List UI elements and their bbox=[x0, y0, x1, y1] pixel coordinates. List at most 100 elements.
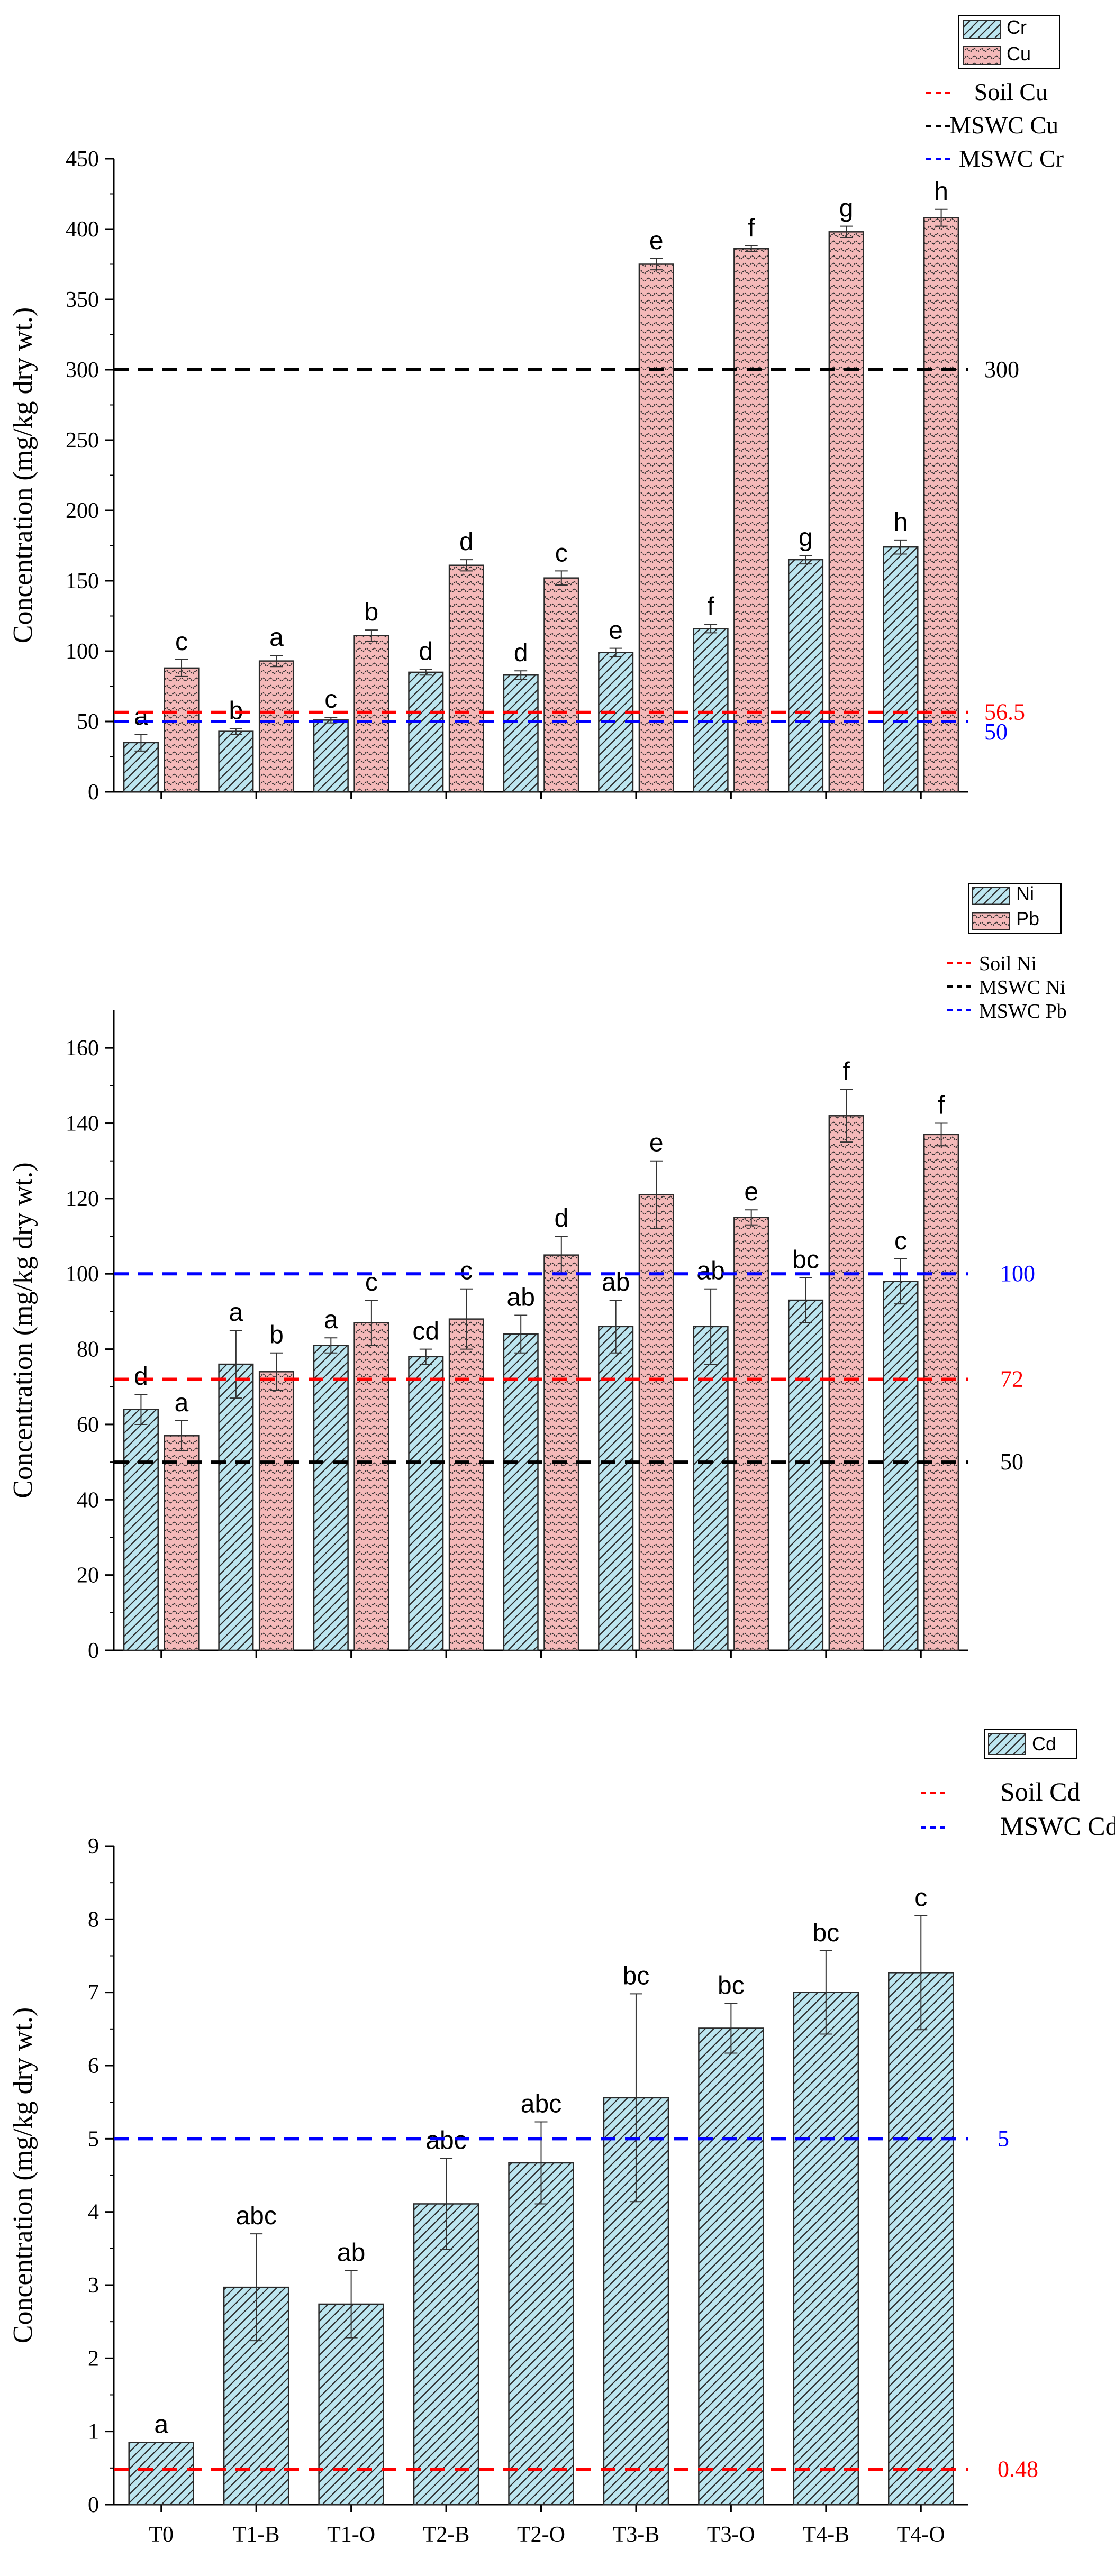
legend-label: Pb bbox=[1016, 908, 1039, 929]
significance-letter: ab bbox=[507, 1284, 535, 1312]
significance-letter: c bbox=[460, 1257, 473, 1285]
significance-letter: e bbox=[609, 617, 623, 645]
y-tick-label: 100 bbox=[66, 1262, 99, 1286]
x-tick-label: T2-O bbox=[517, 2523, 565, 2547]
significance-letter: g bbox=[839, 195, 854, 223]
y-axis-title: Concentration (mg/kg dry wt.) bbox=[8, 1162, 38, 1498]
significance-letter: b bbox=[269, 1321, 284, 1349]
reference-label: 56.5 bbox=[984, 699, 1025, 725]
bar-cr-t1-o bbox=[313, 719, 349, 793]
significance-letter: abc bbox=[425, 2127, 466, 2155]
bar-cd-t4-o bbox=[888, 1972, 954, 2506]
legend-swatch bbox=[963, 20, 1001, 39]
significance-letter: a bbox=[175, 1389, 189, 1417]
y-tick-label: 4 bbox=[88, 2200, 99, 2225]
bar-pb-t1-b bbox=[258, 1371, 295, 1651]
y-tick-label: 6 bbox=[88, 2054, 99, 2078]
bar-cr-t4-o bbox=[883, 546, 919, 793]
legend-label: Ni bbox=[1016, 883, 1034, 905]
reference-label: 300 bbox=[984, 357, 1019, 382]
bar-cr-t4-b bbox=[787, 559, 824, 793]
bar-ni-t2-b bbox=[408, 1356, 444, 1651]
bar-cr-t1-b bbox=[218, 730, 254, 793]
y-tick-label: 60 bbox=[77, 1413, 99, 1437]
legend-label: Soil Cu bbox=[974, 78, 1048, 105]
bar-pb-t2-o bbox=[543, 1254, 579, 1651]
chart-panel-3: 0 1 2 3 4 5 6 7 8 9 Concentration (mg/kg dry wt.) T… bbox=[8, 1729, 1115, 2547]
significance-letter: h bbox=[894, 508, 908, 536]
legend-swatch bbox=[963, 46, 1001, 65]
x-tick-label: T4-O bbox=[897, 2523, 945, 2547]
significance-letter: d bbox=[554, 1204, 568, 1232]
y-tick-label: 140 bbox=[66, 1112, 99, 1136]
significance-letter: a bbox=[269, 624, 284, 652]
y-tick-label: 350 bbox=[66, 288, 99, 312]
x-tick-label: T1-B bbox=[233, 2523, 280, 2547]
y-tick-label: 250 bbox=[66, 428, 99, 453]
bar-cd-t2-b bbox=[413, 2203, 479, 2506]
reference-label: 5 bbox=[998, 2125, 1009, 2151]
bar-cd-t4-b bbox=[793, 1992, 859, 2506]
reference-label: 0.48 bbox=[998, 2456, 1038, 2482]
legend-label: Cr bbox=[1007, 16, 1027, 38]
significance-letter: e bbox=[744, 1178, 758, 1206]
significance-letter: c bbox=[555, 539, 568, 567]
significance-letter: c bbox=[324, 686, 337, 714]
bar-pb-t2-b bbox=[448, 1318, 484, 1651]
significance-letter: d bbox=[419, 638, 433, 666]
y-tick-label: 80 bbox=[77, 1338, 99, 1362]
significance-letter: ab bbox=[337, 2239, 365, 2267]
x-tick-label: T4-B bbox=[803, 2523, 850, 2547]
y-tick-label: 0 bbox=[88, 1639, 99, 1663]
chart-panel-2: 0 20 40 60 80 100 120 140 160 Concentration (mg/k… bbox=[8, 883, 1067, 1664]
y-tick-label: 9 bbox=[88, 1834, 99, 1859]
y-tick-label: 0 bbox=[88, 780, 99, 805]
bar-cu-t2-b bbox=[448, 564, 484, 793]
significance-letter: a bbox=[324, 1306, 338, 1334]
bar-cu-t4-o bbox=[923, 217, 959, 793]
y-tick-label: 1 bbox=[88, 2420, 99, 2444]
y-axis-title: Concentration (mg/kg dry wt.) bbox=[8, 2007, 38, 2343]
y-tick-label: 20 bbox=[77, 1564, 99, 1588]
significance-letter: g bbox=[799, 524, 813, 552]
significance-letter: cd bbox=[412, 1318, 439, 1346]
legend-label: MSWC Ni bbox=[979, 976, 1066, 999]
x-tick-label: T1-O bbox=[327, 2523, 375, 2547]
significance-letter: d bbox=[514, 639, 528, 667]
y-tick-label: 200 bbox=[66, 499, 99, 523]
significance-letter: a bbox=[134, 702, 148, 730]
significance-letter: abc bbox=[521, 2090, 561, 2118]
bar-cd-t3-o bbox=[698, 2027, 764, 2506]
legend-swatch bbox=[972, 887, 1010, 905]
legend-label: Soil Cd bbox=[1000, 1777, 1080, 1806]
significance-letter: a bbox=[154, 2410, 168, 2438]
significance-letter: f bbox=[748, 214, 755, 242]
bar-pb-t4-o bbox=[923, 1134, 959, 1651]
bar-pb-t0 bbox=[164, 1435, 200, 1651]
chart-panel-1: 0 50 100 150 200 250 300 350 400 450 Concentration… bbox=[8, 15, 1064, 805]
significance-letter: bc bbox=[623, 1962, 650, 1990]
bar-ni-t1-o bbox=[313, 1345, 349, 1651]
y-tick-label: 160 bbox=[66, 1036, 99, 1061]
significance-letter: c bbox=[894, 1227, 907, 1255]
bar-ni-t2-o bbox=[503, 1333, 539, 1651]
y-tick-label: 0 bbox=[88, 2493, 99, 2517]
bar-ni-t0 bbox=[123, 1409, 159, 1651]
bar-cu-t4-b bbox=[828, 231, 864, 793]
legend-label: MSWC Pb bbox=[979, 1000, 1067, 1022]
bar-cu-t2-o bbox=[543, 577, 579, 793]
legend-label: MSWC Cu bbox=[949, 112, 1058, 139]
significance-letter: f bbox=[707, 592, 714, 620]
bar-ni-t3-b bbox=[598, 1326, 634, 1651]
significance-letter: bc bbox=[718, 1971, 745, 1999]
y-tick-label: 2 bbox=[88, 2346, 99, 2371]
bar-cu-t3-b bbox=[638, 263, 674, 793]
x-tick-label: T2-B bbox=[423, 2523, 470, 2547]
y-tick-label: 8 bbox=[88, 1907, 99, 1932]
y-tick-label: 450 bbox=[66, 147, 99, 171]
x-tick-label: T0 bbox=[149, 2523, 174, 2547]
legend-label: Cu bbox=[1007, 43, 1031, 65]
significance-letter: ab bbox=[696, 1257, 724, 1285]
y-tick-label: 400 bbox=[66, 217, 99, 242]
y-tick-label: 40 bbox=[77, 1488, 99, 1512]
